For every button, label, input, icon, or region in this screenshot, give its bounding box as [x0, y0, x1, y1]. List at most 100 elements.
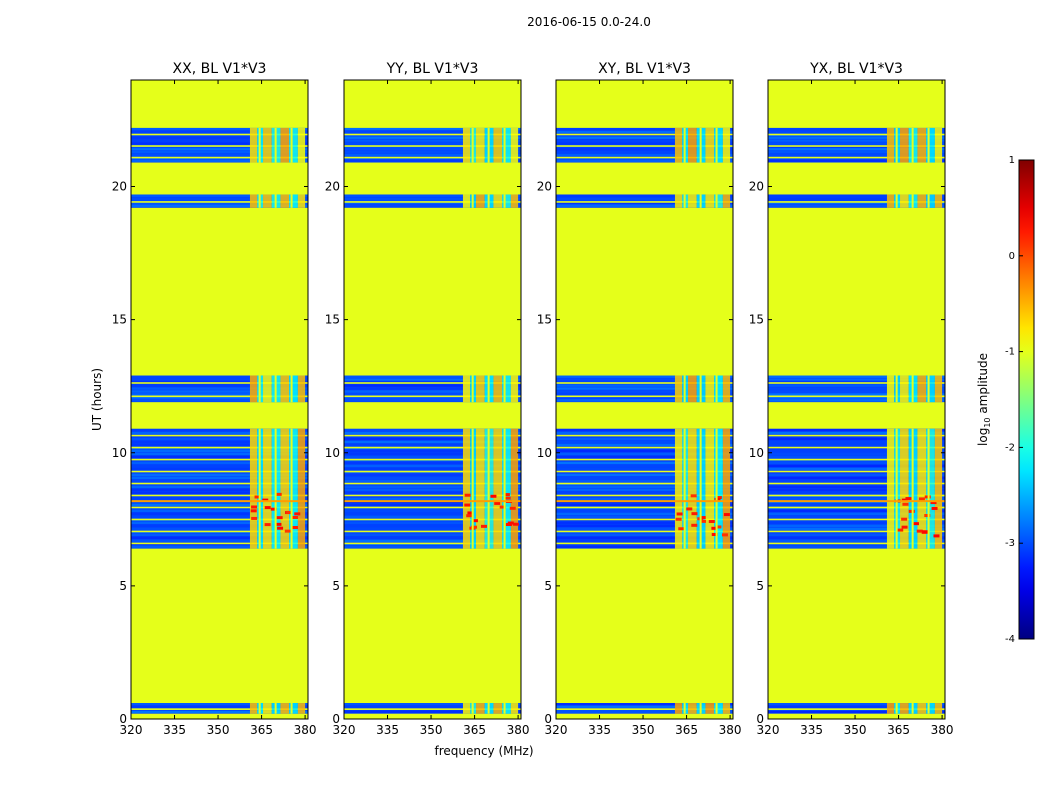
flag-line	[556, 382, 733, 384]
rfi-column	[493, 127, 503, 163]
rfi-column	[900, 703, 909, 714]
rfi-column	[502, 375, 511, 403]
speckle-row	[768, 197, 945, 201]
data-block	[344, 428, 521, 549]
panel-frame	[130, 79, 309, 720]
rfi-column	[476, 194, 485, 208]
speckle-row	[344, 375, 521, 378]
speckle-row	[768, 479, 945, 483]
speckle-row	[768, 136, 945, 139]
speckle-row	[131, 524, 308, 528]
speckle-row	[344, 437, 521, 441]
rfi-column	[249, 127, 258, 163]
rfi-line	[768, 500, 945, 503]
colorbar-tick-label: -2	[1005, 442, 1015, 453]
rfi-column	[510, 127, 519, 163]
rfi-column	[280, 375, 290, 403]
y-tick-label: 15	[537, 313, 552, 327]
flag-column	[895, 194, 898, 208]
flag-column	[683, 428, 686, 549]
flag-line	[344, 145, 521, 147]
rfi-column	[722, 194, 731, 208]
rfi-hotspot	[254, 495, 261, 499]
rfi-hotspot	[286, 510, 293, 514]
figure-suptitle: 2016-06-15 0.0-24.0	[527, 15, 651, 29]
flag-line	[768, 530, 945, 533]
panel-title: YY, BL V1*V3	[386, 61, 479, 77]
rfi-column	[289, 428, 298, 549]
rfi-hotspot	[678, 527, 685, 531]
colorbar-frame	[1018, 159, 1035, 640]
flag-line	[344, 494, 521, 497]
x-tick-label: 350	[632, 723, 655, 737]
flag-column	[258, 194, 261, 208]
rfi-column	[917, 703, 927, 714]
rfi-hotspot	[699, 519, 706, 523]
speckle-row	[556, 153, 733, 157]
speckle-row	[131, 130, 308, 134]
rfi-column	[493, 428, 503, 549]
speckle-row	[344, 524, 521, 528]
speckle-row	[344, 204, 521, 208]
speckle-row	[131, 512, 308, 516]
speckle-row	[556, 159, 733, 162]
speckle-row	[344, 461, 521, 465]
speckle-row	[556, 384, 733, 387]
flag-line	[131, 482, 308, 485]
rfi-column	[900, 127, 909, 163]
speckle-row	[768, 488, 945, 492]
speckle-row	[131, 521, 308, 525]
rfi-column	[688, 703, 697, 714]
flag-column	[258, 428, 261, 549]
rfi-hotspot	[291, 526, 298, 530]
flag-line	[344, 518, 521, 521]
flag-column	[503, 194, 506, 208]
speckle-row	[344, 130, 521, 134]
speckle-row	[556, 194, 733, 198]
data-block	[131, 127, 308, 163]
speckle-row	[768, 476, 945, 480]
flag-column	[895, 127, 898, 163]
speckle-row	[344, 449, 521, 453]
rfi-column	[714, 428, 723, 549]
speckle-row	[344, 440, 521, 444]
flag-line	[556, 434, 733, 437]
rfi-line	[344, 500, 521, 503]
flag-line	[556, 133, 733, 136]
rfi-hotspot	[922, 530, 929, 534]
x-tick-label: 365	[250, 723, 273, 737]
flag-line	[556, 542, 733, 545]
rfi-column	[462, 127, 471, 163]
flag-line	[344, 506, 521, 509]
flag-line	[768, 494, 945, 497]
rfi-column	[917, 375, 927, 403]
flag-column	[911, 703, 914, 714]
flag-column	[683, 127, 686, 163]
data-block	[768, 194, 945, 208]
flag-line	[131, 458, 308, 461]
panel-plot-area	[344, 80, 521, 719]
flag-column	[274, 428, 277, 549]
speckle-row	[344, 705, 521, 708]
flag-column	[911, 375, 914, 403]
flag-line	[768, 518, 945, 521]
flag-line	[556, 145, 733, 147]
colorbar-tick-label: 0	[1009, 251, 1015, 262]
flag-column	[683, 703, 686, 714]
speckle-row	[344, 139, 521, 142]
rfi-column	[249, 375, 258, 403]
rfi-hotspot	[699, 516, 706, 520]
speckle-row	[556, 437, 733, 441]
rfi-hotspot	[691, 512, 698, 516]
rfi-column	[714, 127, 723, 163]
panels-group: XX, BL V1*V3 320 335 350 365 380 0 5 10 15 20 UT (h…	[90, 61, 954, 737]
flag-column	[471, 194, 474, 208]
speckle-row	[768, 512, 945, 516]
flag-column	[911, 194, 914, 208]
rfi-column	[493, 194, 503, 208]
rfi-column	[917, 194, 927, 208]
flag-line	[768, 708, 945, 710]
panel-1: XX, BL V1*V3 320 335 350 365 380 0 5 10 15 20 UT (h…	[90, 61, 317, 737]
rfi-hotspot	[270, 507, 277, 511]
panel-plot-area	[556, 80, 733, 719]
